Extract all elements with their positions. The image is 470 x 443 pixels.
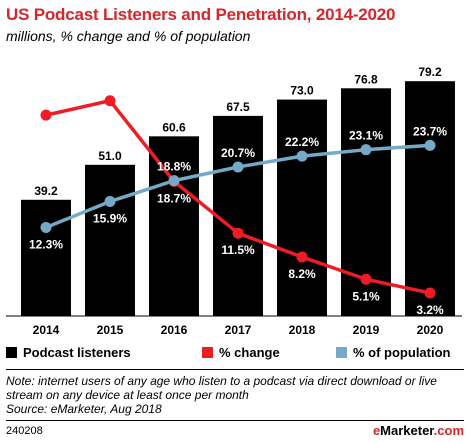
data-label-percent-of-population-2019: 23.1%: [349, 129, 383, 143]
x-tick-label-2020: 2020: [417, 323, 444, 337]
bar-label-2014: 39.2: [34, 184, 58, 198]
legend-label: % of population: [353, 345, 451, 360]
chart-id: 240208: [6, 425, 43, 437]
brand-logo[interactable]: eMarketer.com: [372, 423, 464, 438]
bar-2015: [85, 164, 135, 316]
legend-swatch-percent-change: [202, 347, 213, 358]
bar-2016: [149, 136, 199, 316]
data-label-percent-of-population-2017: 20.7%: [221, 146, 255, 160]
data-label-percent-of-population-2014: 12.3%: [29, 237, 63, 251]
point-percent-change-2019: [360, 273, 372, 285]
bar-label-2016: 60.6: [162, 120, 186, 134]
point-percent-of-population-2016: [168, 175, 180, 187]
x-tick-label-2019: 2019: [353, 323, 380, 337]
bar-2020: [405, 81, 455, 316]
data-label-percent-change-2019: 5.1%: [352, 289, 380, 303]
legend-label: Podcast listeners: [23, 345, 131, 360]
bar-2018: [277, 99, 327, 316]
legend-label: % change: [219, 345, 280, 360]
data-label-percent-change-2017: 11.5%: [221, 243, 255, 257]
data-label-percent-change-2016: 18.7%: [157, 191, 191, 205]
data-label-percent-of-population-2018: 22.2%: [285, 135, 319, 149]
point-percent-of-population-2019: [360, 144, 372, 156]
chart-subtitle: millions, % change and % of population: [6, 28, 251, 44]
x-tick-label-2016: 2016: [161, 323, 188, 337]
legend-item-podcast-listeners: Podcast listeners: [6, 345, 131, 360]
x-tick-label-2018: 2018: [289, 323, 316, 337]
point-percent-of-population-2017: [232, 161, 244, 173]
point-percent-change-2014: [40, 109, 52, 121]
legend-item-percent-of-population: % of population: [336, 345, 450, 360]
legend-swatch-percent-of-population: [336, 347, 347, 358]
data-label-percent-of-population-2016: 18.8%: [157, 160, 191, 174]
data-label-percent-change-2020: 3.2%: [416, 303, 444, 317]
x-tick-label-2015: 2015: [97, 323, 124, 337]
legend-item-percent-change: % change: [202, 345, 280, 360]
divider-bottom: [6, 420, 464, 421]
footnote: Note: internet users of any age who list…: [6, 374, 464, 416]
bar-label-2015: 51.0: [98, 149, 122, 163]
x-tick-label-2014: 2014: [33, 323, 60, 337]
data-label-percent-change-2014: 27.9%: [29, 94, 63, 108]
bar-2017: [213, 115, 263, 316]
note-text: Note: internet users of any age who list…: [6, 374, 437, 402]
chart-title: US Podcast Listeners and Penetration, 20…: [6, 5, 396, 24]
data-label-percent-of-population-2020: 23.7%: [413, 124, 447, 138]
bar-label-2018: 73.0: [290, 84, 314, 98]
point-percent-of-population-2014: [40, 221, 52, 233]
chart-plot: 39.2 2014 51.0 2015 60.6 2016 67.5 2017 73.0 2018…: [6, 65, 462, 337]
bar-label-2017: 67.5: [226, 100, 250, 114]
point-percent-of-population-2020: [424, 139, 436, 151]
legend-swatch-podcast-listeners: [6, 347, 17, 358]
source-text: Source: eMarketer, Aug 2018: [6, 402, 162, 416]
bar-2014: [21, 199, 71, 316]
point-percent-change-2018: [296, 251, 308, 263]
data-label-percent-change-2018: 8.2%: [288, 267, 316, 281]
point-percent-of-population-2018: [296, 150, 308, 162]
point-percent-change-2015: [104, 95, 116, 107]
point-percent-change-2020: [424, 287, 436, 299]
bar-label-2020: 79.2: [418, 65, 442, 79]
x-tick-label-2017: 2017: [225, 323, 252, 337]
point-percent-of-population-2015: [104, 196, 116, 208]
data-label-percent-change-2015: 29.9%: [93, 80, 127, 94]
divider-top: [6, 369, 464, 370]
data-label-percent-of-population-2015: 15.9%: [93, 212, 127, 226]
chart-legend: Podcast listeners % change % of populati…: [6, 345, 464, 365]
point-percent-change-2017: [232, 227, 244, 239]
bar-label-2019: 76.8: [354, 72, 378, 86]
